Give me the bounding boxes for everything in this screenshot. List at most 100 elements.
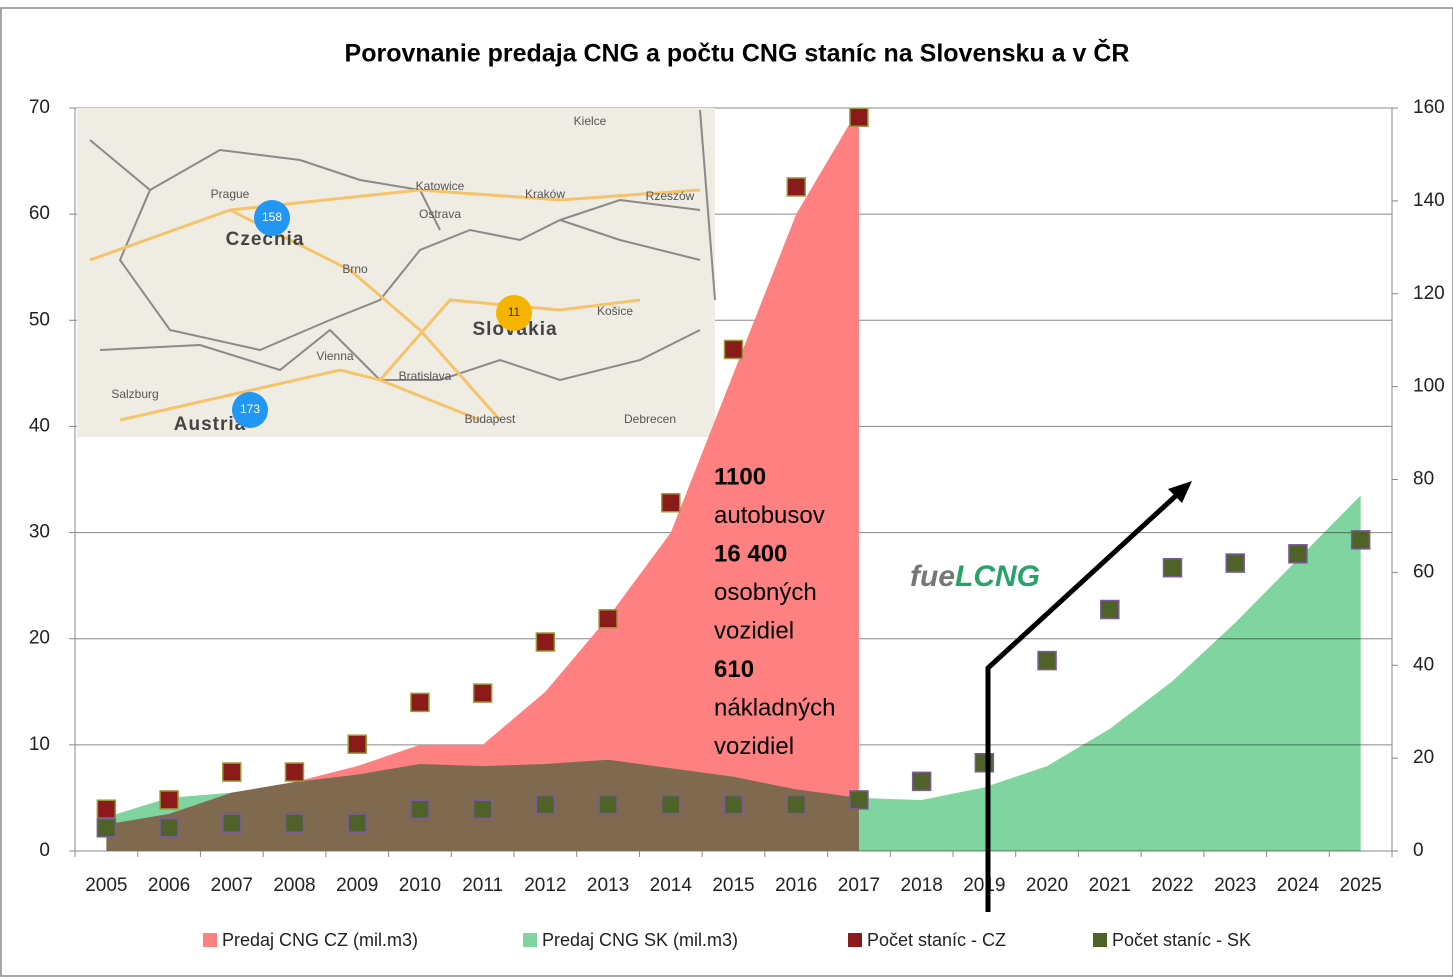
map-city-label: Košice <box>597 304 633 318</box>
x-tick-label: 2008 <box>273 875 315 896</box>
point <box>1289 545 1307 563</box>
point <box>411 800 429 818</box>
x-tick-label: 2024 <box>1277 875 1320 896</box>
point <box>975 754 993 772</box>
y-tick-label: 10 <box>29 734 50 755</box>
x-tick-label: 2025 <box>1340 875 1382 896</box>
y-tick-label: 30 <box>29 522 50 543</box>
x-tick-label: 2014 <box>650 875 693 896</box>
legend-swatch <box>1093 933 1107 947</box>
logo-part: fue <box>910 560 955 593</box>
y2-tick-label: 60 <box>1413 561 1434 582</box>
x-tick-label: 2009 <box>336 875 378 896</box>
point <box>662 494 680 512</box>
map-city-label: Budapest <box>465 412 516 426</box>
x-tick-label: 2011 <box>462 875 503 896</box>
map-city-label: Vienna <box>316 349 353 363</box>
point <box>787 178 805 196</box>
y2-tick-label: 120 <box>1413 283 1445 304</box>
legend-label: Predaj CNG CZ (mil.m3) <box>222 930 418 950</box>
y2-tick-label: 0 <box>1413 840 1424 861</box>
annotation-line: nákladných <box>714 694 835 721</box>
logo-part: LCNG <box>955 560 1040 593</box>
legend-label: Predaj CNG SK (mil.m3) <box>542 930 738 950</box>
x-tick-label: 2013 <box>587 875 629 896</box>
point <box>474 800 492 818</box>
point <box>850 791 868 809</box>
y2-tick-label: 140 <box>1413 190 1445 211</box>
logo: fueLCNG <box>910 560 1040 593</box>
x-tick-label: 2005 <box>85 875 127 896</box>
x-tick-label: 2015 <box>712 875 754 896</box>
point <box>223 763 241 781</box>
point <box>913 772 931 790</box>
legend-label: Počet staníc - CZ <box>867 930 1006 950</box>
x-tick-label: 2010 <box>399 875 441 896</box>
point <box>662 796 680 814</box>
map-inset: CzechiaSlovakiaAustriaPragueBrnoOstravaK… <box>77 108 715 437</box>
map-city-label: Brno <box>342 262 368 276</box>
annotation-line: 16 400 <box>714 540 787 567</box>
map-city-label: Prague <box>211 187 250 201</box>
x-tick-label: 2018 <box>901 875 943 896</box>
point <box>160 791 178 809</box>
y2-tick-label: 100 <box>1413 376 1445 397</box>
point <box>536 633 554 651</box>
point <box>599 796 617 814</box>
y-tick-label: 70 <box>29 97 50 118</box>
point <box>160 819 178 837</box>
map-city-label: Ostrava <box>419 207 461 221</box>
legend-swatch <box>523 933 537 947</box>
point <box>286 763 304 781</box>
point <box>1101 601 1119 619</box>
point <box>97 819 115 837</box>
map-marker-label: 173 <box>240 402 260 416</box>
x-tick-label: 2023 <box>1214 875 1256 896</box>
y2-tick-label: 80 <box>1413 469 1434 490</box>
map-city-label: Bratislava <box>399 369 452 383</box>
x-tick-label: 2022 <box>1151 875 1193 896</box>
point <box>348 735 366 753</box>
x-tick-label: 2019 <box>963 875 1005 896</box>
point <box>850 108 868 126</box>
map-city-label: Kraków <box>525 187 565 201</box>
annotation-line: autobusov <box>714 502 825 529</box>
point <box>97 800 115 818</box>
y-tick-label: 20 <box>29 628 50 649</box>
x-tick-label: 2021 <box>1089 875 1131 896</box>
annotation-line: vozidiel <box>714 617 794 644</box>
annotation-line: 610 <box>714 656 754 683</box>
point <box>1352 531 1370 549</box>
point <box>1164 559 1182 577</box>
x-tick-label: 2017 <box>838 875 880 896</box>
y-tick-label: 40 <box>29 415 50 436</box>
point <box>1038 652 1056 670</box>
point <box>599 610 617 628</box>
map-city-label: Rzeszów <box>646 189 695 203</box>
y2-tick-label: 160 <box>1413 97 1445 118</box>
point <box>286 814 304 832</box>
map-city-label: Salzburg <box>111 387 158 401</box>
x-tick-label: 2006 <box>148 875 190 896</box>
annotation-line: osobných <box>714 579 817 606</box>
point <box>348 814 366 832</box>
point <box>411 693 429 711</box>
annotation-line: vozidiel <box>714 733 794 760</box>
y2-tick-label: 20 <box>1413 747 1434 768</box>
y2-tick-label: 40 <box>1413 654 1434 675</box>
point <box>725 340 743 358</box>
map-marker-label: 158 <box>262 210 282 224</box>
chart: Porovnanie predaja CNG a počtu CNG staní… <box>0 0 1453 979</box>
chart-title: Porovnanie predaja CNG a počtu CNG staní… <box>345 38 1130 68</box>
x-tick-label: 2007 <box>211 875 253 896</box>
point <box>536 796 554 814</box>
y-tick-label: 60 <box>29 203 50 224</box>
point <box>474 684 492 702</box>
legend-swatch <box>848 933 862 947</box>
y-tick-label: 0 <box>39 840 50 861</box>
point <box>725 796 743 814</box>
legend-label: Počet staníc - SK <box>1112 930 1251 950</box>
point <box>787 796 805 814</box>
x-tick-label: 2020 <box>1026 875 1068 896</box>
x-tick-label: 2012 <box>524 875 566 896</box>
